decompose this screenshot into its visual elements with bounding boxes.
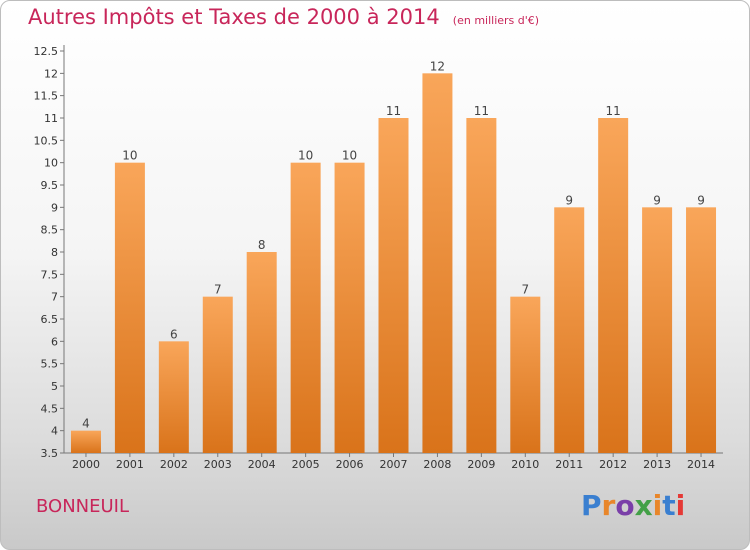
data-label: 12 (430, 59, 445, 73)
x-tick-label: 2004 (248, 458, 276, 471)
x-tick-label: 2007 (380, 458, 408, 471)
data-label: 8 (258, 238, 266, 252)
x-tick-label: 2003 (204, 458, 232, 471)
y-tick-label: 7.5 (41, 268, 59, 281)
logo-letter: i (652, 489, 663, 522)
bar (114, 162, 145, 453)
logo-letter: o (615, 489, 635, 522)
y-tick-label: 11.5 (34, 90, 59, 103)
x-tick-label: 2010 (511, 458, 539, 471)
y-tick-label: 12.5 (34, 45, 59, 58)
plot-area: 3.5 4 4.5 5 5.5 6 6.5 7 7.5 8 8.5 9 9.5 10 10.5 11 11.5 1… (34, 45, 723, 471)
bar (686, 207, 717, 453)
y-tick-label: 6.5 (41, 313, 59, 326)
data-label: 4 (82, 417, 90, 431)
y-tick-label: 9 (51, 201, 58, 214)
x-tick-label: 2014 (687, 458, 715, 471)
data-label: 9 (697, 193, 705, 207)
y-tick-label: 8.5 (41, 224, 59, 237)
data-label: 11 (386, 104, 401, 118)
x-tick-label: 2001 (116, 458, 144, 471)
proxiti-logo: Proxiti (581, 489, 685, 522)
logo-letter: P (581, 489, 602, 522)
data-label: 11 (606, 104, 621, 118)
data-label: 9 (653, 193, 661, 207)
bar (554, 207, 585, 453)
x-tick-label: 2006 (336, 458, 364, 471)
y-tick-label: 5.5 (41, 358, 59, 371)
place-name: BONNEUIL (36, 496, 130, 517)
data-label: 10 (342, 149, 357, 163)
bar (246, 252, 277, 453)
logo-letter: x (634, 489, 653, 522)
chart-heading: Autres Impôts et Taxes de 2000 à 2014 (e… (28, 5, 539, 29)
x-tick-label: 2011 (555, 458, 583, 471)
bar (202, 296, 233, 453)
y-tick-label: 3.5 (41, 447, 59, 460)
logo-letter: t (662, 489, 676, 522)
bar (290, 162, 321, 453)
x-tick-label: 2005 (292, 458, 320, 471)
x-tick-label: 2000 (72, 458, 100, 471)
data-label: 10 (122, 149, 137, 163)
bar (422, 73, 453, 453)
bar (642, 207, 673, 453)
x-tick-label: 2002 (160, 458, 188, 471)
chart-subtitle: (en milliers d'€) (452, 14, 540, 27)
logo-letter: i (675, 489, 686, 522)
data-label: 7 (214, 283, 222, 297)
y-tick-label: 10 (44, 157, 58, 170)
y-tick-label: 12 (44, 67, 58, 80)
y-tick-label: 4 (51, 425, 58, 438)
bar (158, 341, 189, 453)
data-label: 7 (521, 283, 529, 297)
x-tick-label: 2009 (467, 458, 495, 471)
data-label: 9 (565, 193, 573, 207)
y-tick-label: 8 (51, 246, 58, 259)
bar (378, 118, 409, 453)
x-tick-label: 2012 (599, 458, 627, 471)
data-label: 6 (170, 327, 178, 341)
logo-letter: r (601, 489, 616, 522)
bar (510, 296, 541, 453)
data-label: 11 (474, 104, 489, 118)
y-tick-label: 7 (51, 291, 58, 304)
bar (334, 162, 365, 453)
y-tick-label: 5 (51, 380, 58, 393)
y-tick-label: 9.5 (41, 179, 59, 192)
bar (70, 430, 101, 453)
chart-title: Autres Impôts et Taxes de 2000 à 2014 (28, 5, 440, 29)
x-tick-label: 2008 (423, 458, 451, 471)
y-tick-label: 11 (44, 112, 58, 125)
y-tick-label: 10.5 (34, 134, 59, 147)
x-tick-label: 2013 (643, 458, 671, 471)
data-label: 10 (298, 149, 313, 163)
y-tick-label: 6 (51, 335, 58, 348)
y-tick-label: 4.5 (41, 402, 59, 415)
bar (598, 118, 629, 453)
bar (466, 118, 497, 453)
